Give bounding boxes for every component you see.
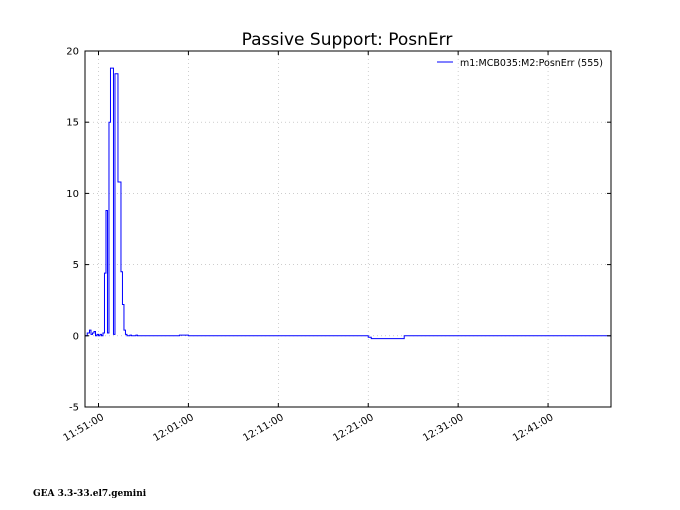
- footer-version: GEA 3.3-33.el7.gemini: [33, 489, 147, 499]
- y-tick-label: 5: [73, 260, 79, 271]
- y-tick-label: 0: [73, 331, 79, 342]
- legend-label: m1:MCB035:M2:PosnErr (555): [460, 58, 603, 69]
- y-tick-label: -5: [69, 403, 79, 414]
- y-tick-label: 20: [66, 47, 79, 58]
- y-tick-label: 10: [66, 189, 79, 200]
- y-tick-label: 15: [66, 118, 79, 129]
- series-line-0: [85, 67, 611, 340]
- plot-area: [84, 50, 612, 408]
- grid-layer: [85, 51, 611, 407]
- series-layer: [85, 67, 611, 340]
- legend: m1:MCB035:M2:PosnErr (555): [437, 58, 603, 69]
- chart-title: Passive Support: PosnErr: [242, 30, 453, 50]
